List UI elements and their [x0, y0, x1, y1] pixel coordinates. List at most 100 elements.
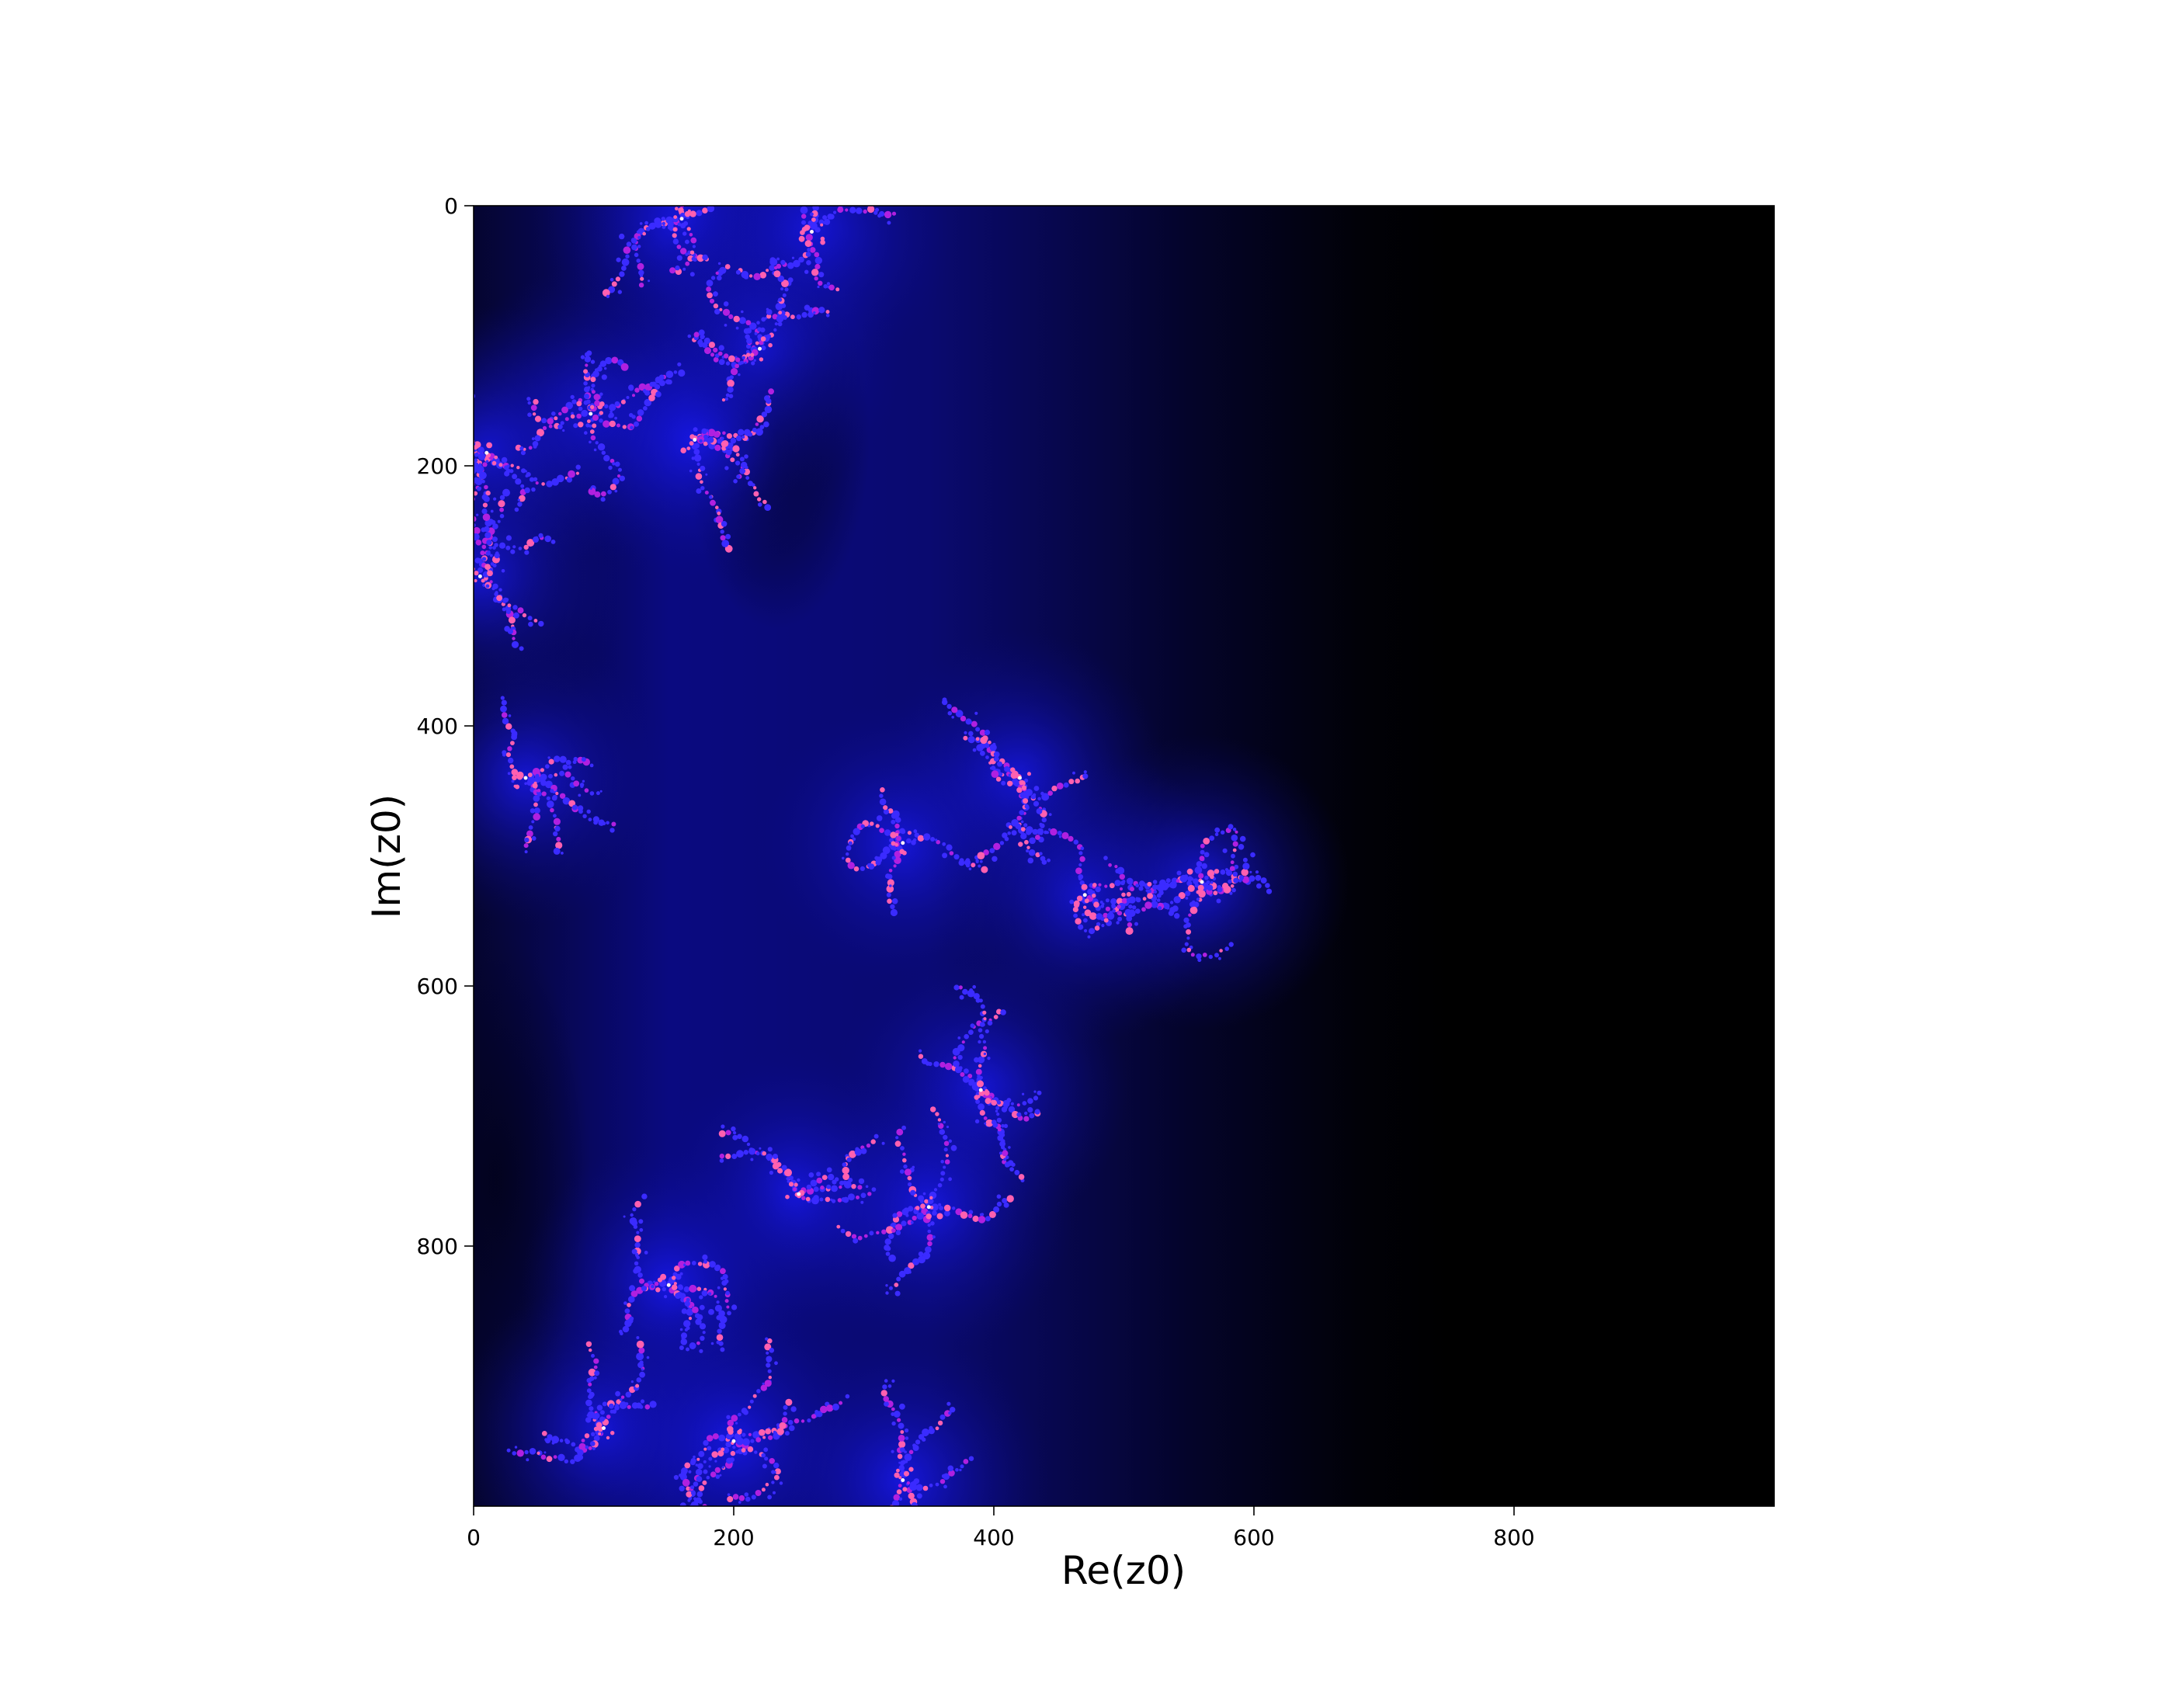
fractal-point: [562, 429, 565, 432]
fractal-point: [790, 1406, 797, 1412]
fractal-point: [625, 254, 630, 259]
fractal-point: [634, 1265, 641, 1273]
fractal-point: [879, 828, 884, 833]
fractal-point: [1002, 1198, 1008, 1203]
fractal-point: [475, 467, 483, 474]
fractal-point: [821, 1175, 828, 1180]
fractal-point: [1135, 884, 1140, 888]
fractal-point: [1103, 912, 1108, 918]
fractal-point: [745, 328, 752, 334]
fractal-point: [634, 387, 640, 393]
fractal-point: [891, 1407, 895, 1411]
fractal-point: [561, 406, 568, 414]
fractal-point: [849, 207, 856, 214]
fractal-point: [991, 1120, 997, 1125]
fractal-point: [773, 328, 777, 332]
fractal-point: [895, 1136, 899, 1140]
fractal-point: [614, 489, 618, 493]
fractal-point: [710, 276, 716, 280]
fractal-point: [1096, 922, 1101, 927]
fractal-point: [894, 842, 899, 847]
fractal-point: [879, 210, 885, 217]
fractal-point: [976, 744, 984, 752]
fractal-point: [943, 1165, 946, 1169]
fractal-point: [735, 453, 740, 457]
fractal-point: [782, 293, 787, 297]
fractal-point: [752, 1431, 760, 1439]
fractal-point: [1265, 883, 1270, 888]
fractal-point: [520, 450, 526, 456]
fractal-point: [616, 423, 620, 428]
fractal-cluster: [1093, 824, 1273, 963]
fractal-point: [639, 1227, 644, 1232]
fractal-point: [1078, 863, 1082, 867]
fractal-point: [769, 1348, 775, 1353]
fractal-point: [644, 398, 652, 407]
fractal-point: [512, 637, 516, 640]
fractal-point: [594, 400, 600, 407]
fractal-point: [945, 1154, 949, 1158]
fractal-point: [996, 1117, 1002, 1123]
fractal-point: [937, 1420, 943, 1426]
fractal-point: [565, 759, 571, 765]
fractal-point: [787, 1419, 794, 1425]
fractal-point: [983, 1046, 988, 1050]
fractal-point: [919, 1199, 924, 1203]
fractal-point: [518, 495, 526, 502]
fractal-point: [1082, 893, 1087, 897]
fractal-point: [767, 1147, 773, 1152]
fractal-point: [788, 1182, 794, 1187]
fractal-point: [640, 276, 644, 281]
fractal-point: [996, 1008, 1002, 1015]
fractal-point: [424, 483, 429, 488]
fractal-point: [464, 492, 471, 499]
fractal-point: [850, 834, 854, 838]
fractal-point: [545, 1438, 551, 1444]
fractal-point: [1083, 905, 1087, 909]
fractal-point: [1115, 870, 1119, 873]
fractal-point: [617, 359, 624, 366]
fractal-point: [589, 763, 594, 768]
x-tick-label: 200: [713, 1525, 754, 1550]
fractal-point: [940, 1171, 946, 1176]
fractal-point: [489, 580, 493, 584]
fractal-point: [507, 746, 512, 752]
fractal-point: [762, 1151, 766, 1156]
fractal-point: [703, 1439, 709, 1446]
fractal-point: [916, 1212, 924, 1220]
fractal-point: [933, 1061, 939, 1068]
fractal-point: [798, 180, 801, 183]
fractal-point: [1120, 871, 1123, 874]
fractal-point: [1000, 1139, 1005, 1144]
fractal-point: [908, 1467, 914, 1472]
fractal-point: [979, 1076, 983, 1080]
fractal-point: [937, 1118, 942, 1122]
fractal-point: [783, 1404, 788, 1410]
fractal-point: [1117, 866, 1125, 875]
fractal-point: [636, 1340, 644, 1349]
fractal-point: [1027, 1098, 1033, 1104]
fractal-point: [714, 1294, 717, 1298]
fractal-point: [689, 250, 695, 255]
fractal-point: [582, 779, 585, 783]
fractal-point: [869, 821, 874, 826]
fractal-point: [651, 1284, 655, 1289]
fractal-point: [538, 620, 544, 627]
fractal-point: [887, 1384, 892, 1388]
fractal-point: [1203, 852, 1210, 858]
fractal-point: [659, 163, 663, 167]
fractal-point: [714, 1265, 721, 1272]
fractal-point: [908, 1182, 912, 1187]
fractal-point: [1228, 942, 1234, 947]
fractal-point: [732, 1446, 736, 1449]
fractal-point: [425, 491, 429, 495]
fractal-point: [899, 1169, 905, 1174]
fractal-point: [1005, 1155, 1009, 1159]
fractal-point: [689, 1342, 696, 1349]
fractal-point: [922, 1508, 925, 1511]
fractal-point: [644, 1251, 648, 1255]
fractal-point: [689, 210, 696, 217]
fractal-point: [991, 1099, 997, 1106]
fractal-point: [1134, 922, 1138, 926]
fractal-point: [1126, 913, 1131, 918]
